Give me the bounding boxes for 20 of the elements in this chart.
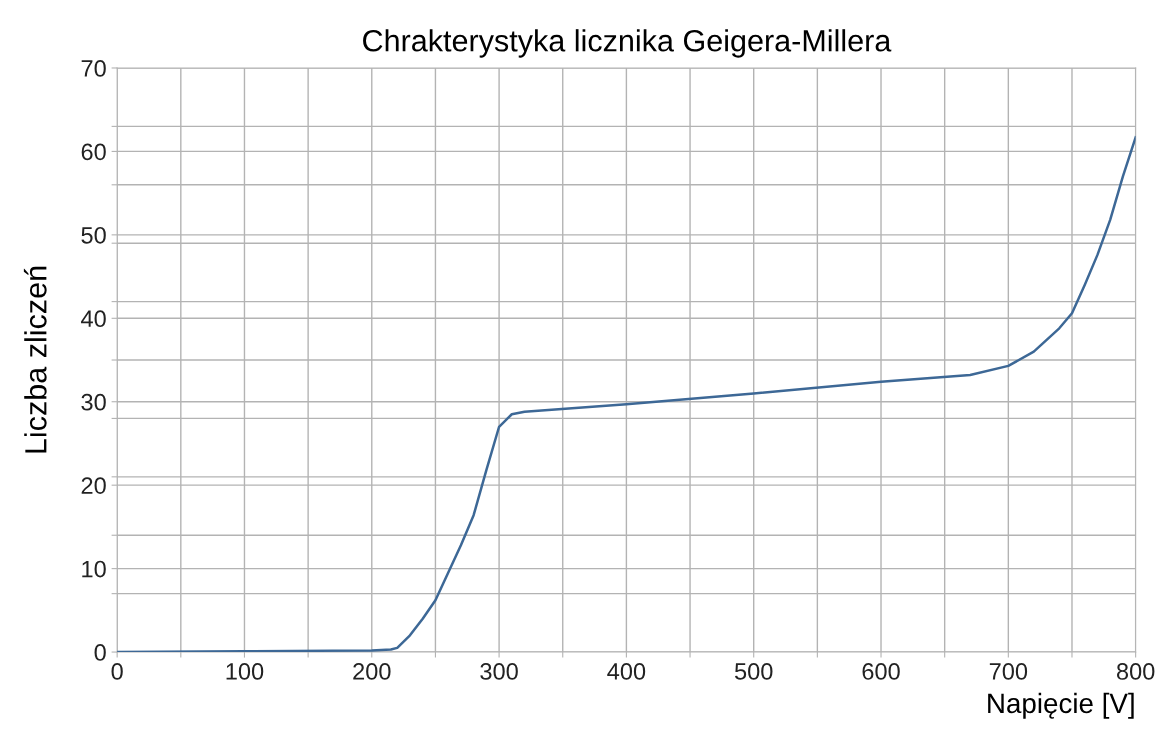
x-tick-label: 100 <box>226 663 264 680</box>
y-tick-label: 0 <box>94 644 106 661</box>
x-tick-label: 500 <box>734 663 773 680</box>
y-tick-label: 50 <box>81 226 106 244</box>
x-tick-label: 300 <box>480 663 518 680</box>
x-tick-label: 700 <box>989 663 1028 680</box>
chart-title: Chrakterystyka licznika Geigera-Millera <box>363 29 892 58</box>
x-tick-label: 200 <box>353 663 391 680</box>
x-tick-label: 400 <box>607 663 646 680</box>
x-tick-label: 600 <box>862 663 900 680</box>
y-tick-label: 60 <box>81 143 106 161</box>
y-tick-label: 70 <box>81 60 106 77</box>
y-tick-label: 10 <box>82 560 106 578</box>
y-tick-label: 20 <box>81 477 106 494</box>
x-axis-title: Napięcie [V] <box>988 692 1134 719</box>
x-tick-label: 800 <box>1116 663 1155 680</box>
y-tick-label: 30 <box>81 393 106 411</box>
y-axis-title: Liczba zliczeń <box>23 266 47 453</box>
x-tick-label: 0 <box>111 663 123 680</box>
y-tick-label: 40 <box>81 310 106 328</box>
